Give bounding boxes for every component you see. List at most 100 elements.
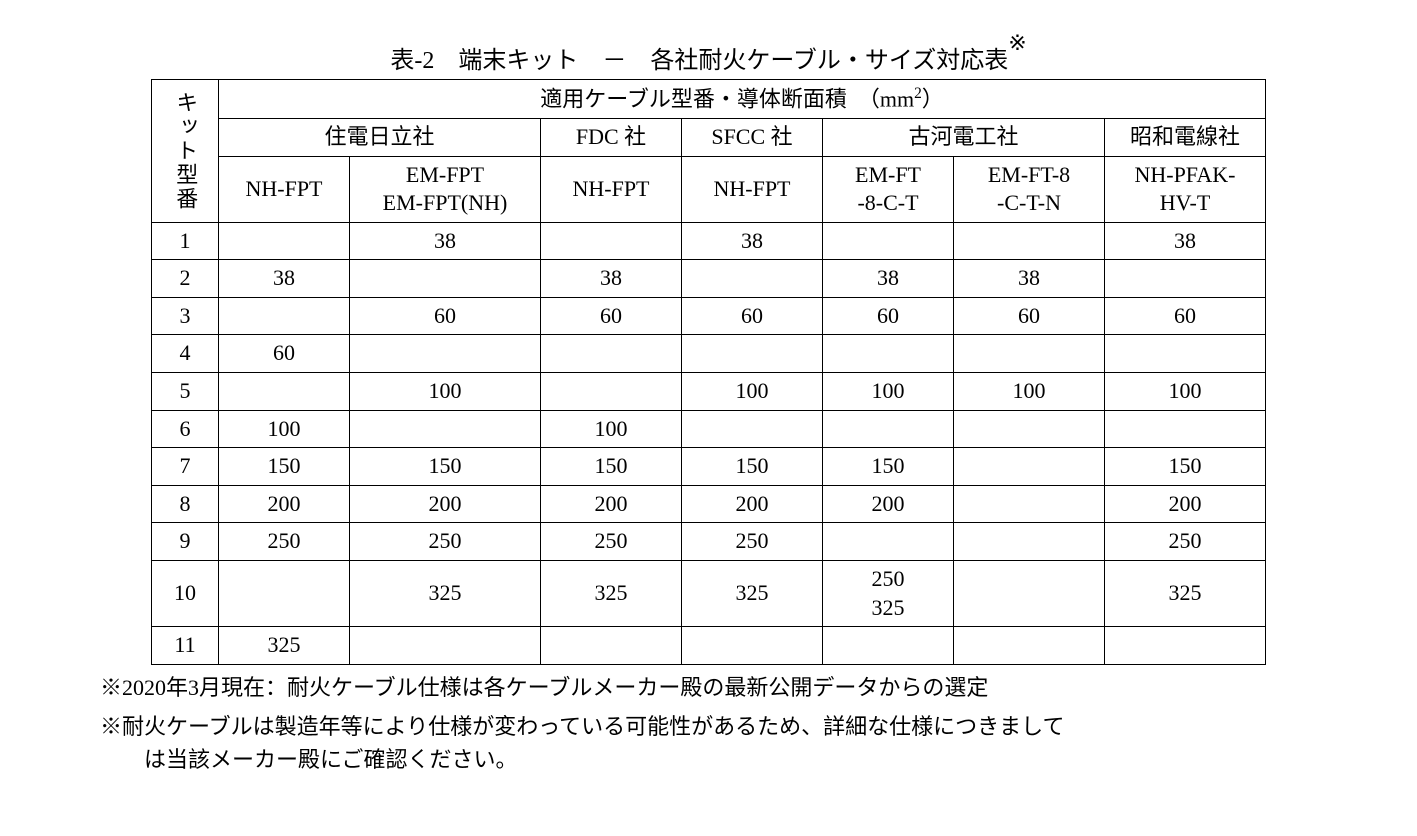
value-cell xyxy=(823,410,954,448)
maker-sumiden: 住電日立社 xyxy=(219,118,541,156)
col2-line1: EM-FPT xyxy=(406,162,484,187)
col-nh-pfak: NH-PFAK- HV-T xyxy=(1105,156,1266,222)
col-nh-fpt-3: NH-FPT xyxy=(682,156,823,222)
value-cell xyxy=(219,222,350,260)
value-cell xyxy=(541,373,682,411)
col5-line1: EM-FT xyxy=(855,162,921,187)
value-cell xyxy=(350,335,541,373)
table-row: 5100100100100100 xyxy=(152,373,1266,411)
value-cell: 100 xyxy=(823,373,954,411)
value-cell: 150 xyxy=(350,448,541,486)
value-cell xyxy=(219,297,350,335)
value-cell: 250 xyxy=(350,523,541,561)
footnote-2-line1: ※耐火ケーブルは製造年等により仕様が変わっている可能性があるため、詳細な仕様につ… xyxy=(100,714,1064,739)
value-cell xyxy=(219,373,350,411)
table-row: 3606060606060 xyxy=(152,297,1266,335)
footnote-1: ※2020年3月現在：耐火ケーブル仕様は各ケーブルメーカー殿の最新公開データから… xyxy=(100,671,1360,704)
value-cell xyxy=(682,627,823,665)
value-cell: 60 xyxy=(1105,297,1266,335)
col6-line1: EM-FT-8 xyxy=(988,162,1070,187)
table-row: 238383838 xyxy=(152,260,1266,298)
value-cell: 325 xyxy=(1105,561,1266,627)
value-cell: 60 xyxy=(954,297,1105,335)
value-cell xyxy=(954,448,1105,486)
value-cell: 325 xyxy=(219,627,350,665)
table-row: 7150150150150150150 xyxy=(152,448,1266,486)
value-cell: 60 xyxy=(350,297,541,335)
title-star: ※ xyxy=(1008,30,1026,55)
kit-number-cell: 3 xyxy=(152,297,219,335)
value-cell xyxy=(541,222,682,260)
value-cell xyxy=(823,222,954,260)
kit-number-cell: 9 xyxy=(152,523,219,561)
value-cell xyxy=(350,260,541,298)
kit-number-cell: 4 xyxy=(152,335,219,373)
maker-showa: 昭和電線社 xyxy=(1105,118,1266,156)
table-row: 1383838 xyxy=(152,222,1266,260)
value-cell xyxy=(954,561,1105,627)
col-em-ft-8ct: EM-FT -8-C-T xyxy=(823,156,954,222)
value-cell xyxy=(541,627,682,665)
table-row: 9250250250250250 xyxy=(152,523,1266,561)
value-cell: 200 xyxy=(1105,485,1266,523)
table-row: 460 xyxy=(152,335,1266,373)
value-cell xyxy=(954,335,1105,373)
value-cell xyxy=(682,335,823,373)
value-cell xyxy=(350,410,541,448)
value-cell: 325 xyxy=(682,561,823,627)
value-cell: 200 xyxy=(682,485,823,523)
kit-number-cell: 2 xyxy=(152,260,219,298)
kit-number-cell: 1 xyxy=(152,222,219,260)
table-row: 8200200200200200200 xyxy=(152,485,1266,523)
value-cell xyxy=(954,485,1105,523)
value-cell: 150 xyxy=(823,448,954,486)
header-row-2: 住電日立社 FDC 社 SFCC 社 古河電工社 昭和電線社 xyxy=(152,118,1266,156)
kit-number-cell: 8 xyxy=(152,485,219,523)
kit-model-header: キット型番 xyxy=(152,80,219,223)
col7-line1: NH-PFAK- xyxy=(1134,162,1235,187)
value-cell: 38 xyxy=(954,260,1105,298)
value-cell xyxy=(1105,335,1266,373)
value-cell xyxy=(954,523,1105,561)
col2-line2: EM-FPT(NH) xyxy=(383,190,508,215)
value-cell xyxy=(823,335,954,373)
value-cell: 150 xyxy=(219,448,350,486)
cable-size-table: キット型番 適用ケーブル型番・導体断面積 （mm2） 住電日立社 FDC 社 S… xyxy=(151,79,1266,665)
col-em-ft-8ctn: EM-FT-8 -C-T-N xyxy=(954,156,1105,222)
col-nh-fpt-1: NH-FPT xyxy=(219,156,350,222)
value-cell: 100 xyxy=(954,373,1105,411)
value-cell xyxy=(954,627,1105,665)
value-cell: 100 xyxy=(682,373,823,411)
kit-number-cell: 7 xyxy=(152,448,219,486)
value-cell xyxy=(954,410,1105,448)
value-cell xyxy=(823,627,954,665)
value-cell xyxy=(350,627,541,665)
header-cable-spec: 適用ケーブル型番・導体断面積 （mm2） xyxy=(219,80,1266,119)
header-row-3: NH-FPT EM-FPT EM-FPT(NH) NH-FPT NH-FPT E… xyxy=(152,156,1266,222)
header-sup: 2 xyxy=(914,85,922,102)
value-cell xyxy=(1105,260,1266,298)
value-cell xyxy=(954,222,1105,260)
kit-number-cell: 6 xyxy=(152,410,219,448)
value-cell: 100 xyxy=(1105,373,1266,411)
header-cable-spec-text: 適用ケーブル型番・導体断面積 （mm xyxy=(540,86,914,111)
value-cell xyxy=(541,335,682,373)
kit-number-cell: 10 xyxy=(152,561,219,627)
table-row: 10325325325250325325 xyxy=(152,561,1266,627)
header-row-1: キット型番 適用ケーブル型番・導体断面積 （mm2） xyxy=(152,80,1266,119)
value-cell: 38 xyxy=(350,222,541,260)
col6-line2: -C-T-N xyxy=(997,190,1061,215)
value-cell: 200 xyxy=(823,485,954,523)
value-cell: 150 xyxy=(1105,448,1266,486)
value-cell: 250 xyxy=(541,523,682,561)
title-text: 表-2 端末キット － 各社耐火ケーブル・サイズ対応表 xyxy=(390,48,1008,74)
footnote-2: ※耐火ケーブルは製造年等により仕様が変わっている可能性があるため、詳細な仕様につ… xyxy=(100,710,1360,776)
value-cell: 150 xyxy=(541,448,682,486)
value-cell xyxy=(682,410,823,448)
value-cell: 100 xyxy=(541,410,682,448)
table-body: 1383838238383838360606060606046051001001… xyxy=(152,222,1266,664)
kit-number-cell: 5 xyxy=(152,373,219,411)
value-cell: 38 xyxy=(682,222,823,260)
maker-fdc: FDC 社 xyxy=(541,118,682,156)
value-cell: 100 xyxy=(350,373,541,411)
